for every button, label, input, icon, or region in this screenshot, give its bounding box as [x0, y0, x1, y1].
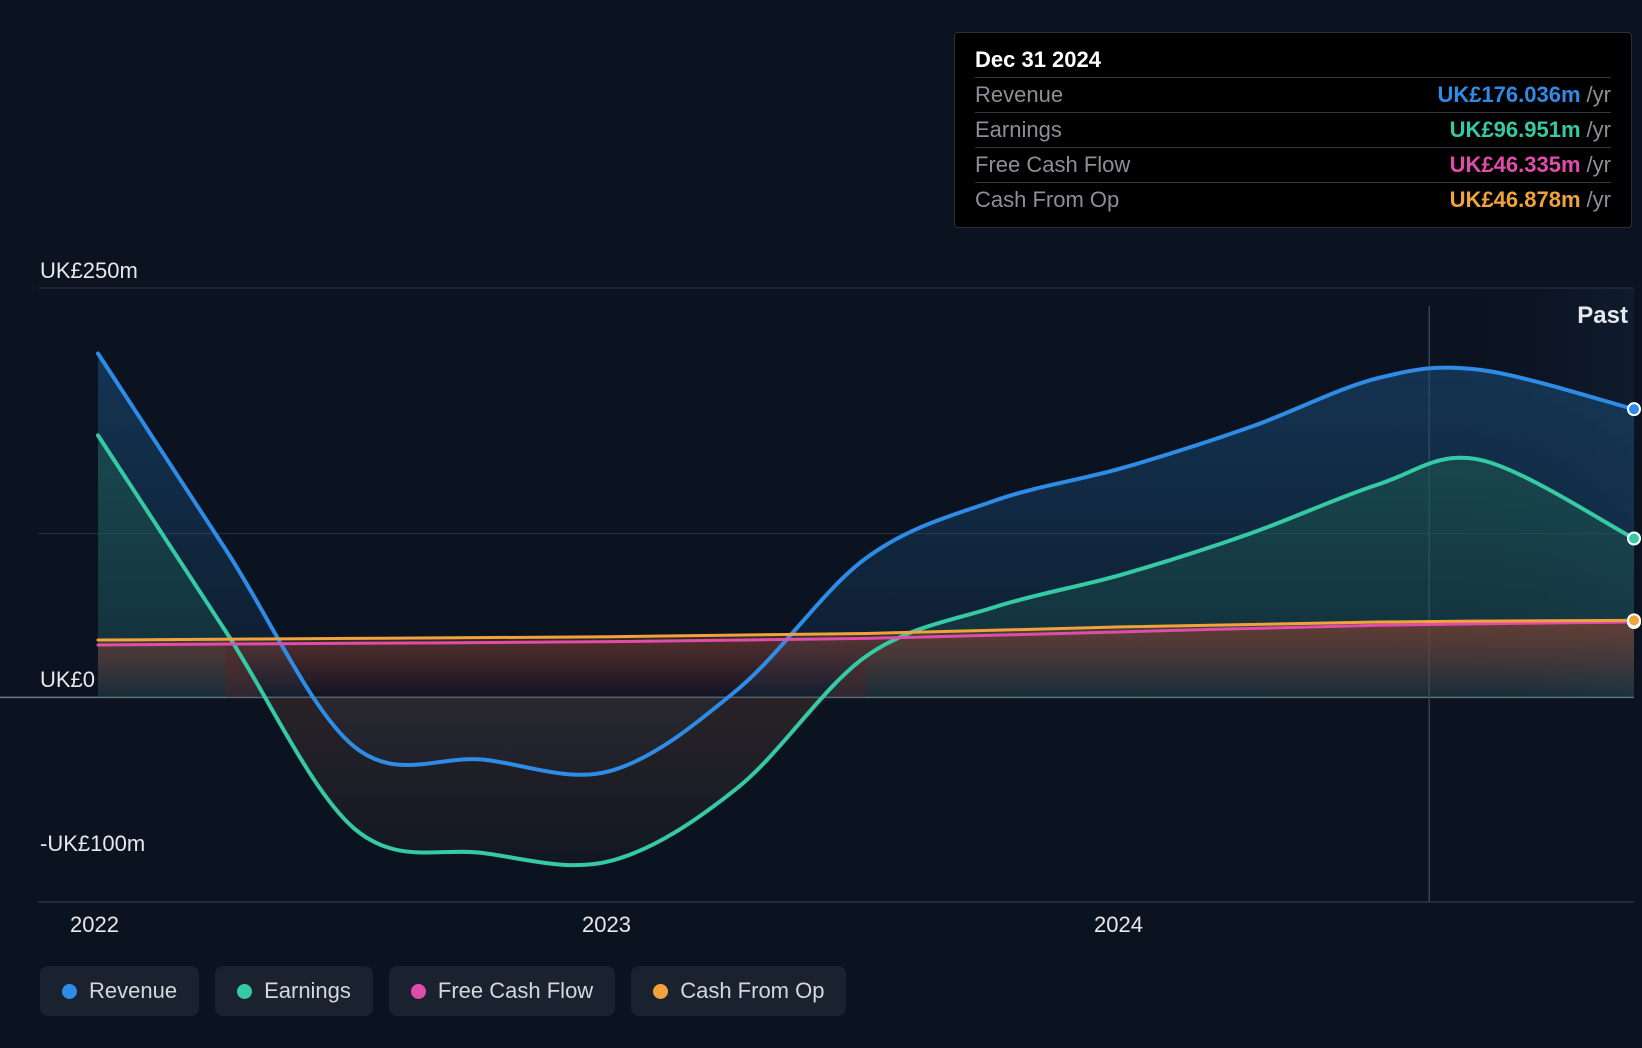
y-axis-tick-label: UK£250m [40, 258, 138, 284]
tooltip-row-value: UK£96.951m [1450, 117, 1581, 143]
tooltip-row-unit: /yr [1587, 152, 1611, 178]
legend-item-label: Earnings [264, 978, 351, 1004]
legend-item-revenue[interactable]: Revenue [40, 966, 199, 1016]
tooltip-row-value: UK£46.335m [1450, 152, 1581, 178]
tooltip-row-fcf: Free Cash Flow UK£46.335m /yr [975, 147, 1611, 182]
legend-item-label: Free Cash Flow [438, 978, 593, 1004]
legend-dot-icon [411, 984, 426, 999]
financial-area-chart: UK£250m UK£0 -UK£100m 2022 2023 2024 Pas… [0, 0, 1642, 1048]
tooltip-row-revenue: Revenue UK£176.036m /yr [975, 77, 1611, 112]
tooltip-row-label: Cash From Op [975, 187, 1450, 213]
x-axis-tick-label: 2024 [1094, 912, 1143, 938]
tooltip-row-label: Free Cash Flow [975, 152, 1450, 178]
tooltip-row-unit: /yr [1587, 82, 1611, 108]
chart-tooltip: Dec 31 2024 Revenue UK£176.036m /yr Earn… [954, 32, 1632, 228]
legend-item-fcf[interactable]: Free Cash Flow [389, 966, 615, 1016]
tooltip-row-unit: /yr [1587, 187, 1611, 213]
tooltip-row-label: Earnings [975, 117, 1450, 143]
tooltip-row-value: UK£46.878m [1450, 187, 1581, 213]
legend-dot-icon [653, 984, 668, 999]
tooltip-row-label: Revenue [975, 82, 1437, 108]
legend-dot-icon [237, 984, 252, 999]
tooltip-row-value: UK£176.036m [1437, 82, 1580, 108]
chart-legend: Revenue Earnings Free Cash Flow Cash Fro… [40, 966, 846, 1016]
y-axis-tick-label: UK£0 [40, 667, 95, 693]
legend-item-cfo[interactable]: Cash From Op [631, 966, 846, 1016]
tooltip-row-unit: /yr [1587, 117, 1611, 143]
past-label: Past [1577, 302, 1628, 330]
legend-dot-icon [62, 984, 77, 999]
tooltip-date: Dec 31 2024 [975, 47, 1611, 73]
tooltip-row-cfo: Cash From Op UK£46.878m /yr [975, 182, 1611, 217]
legend-item-label: Cash From Op [680, 978, 824, 1004]
legend-item-label: Revenue [89, 978, 177, 1004]
tooltip-row-earnings: Earnings UK£96.951m /yr [975, 112, 1611, 147]
legend-item-earnings[interactable]: Earnings [215, 966, 373, 1016]
y-axis-tick-label: -UK£100m [40, 831, 145, 857]
x-axis-tick-label: 2022 [70, 912, 119, 938]
x-axis-tick-label: 2023 [582, 912, 631, 938]
